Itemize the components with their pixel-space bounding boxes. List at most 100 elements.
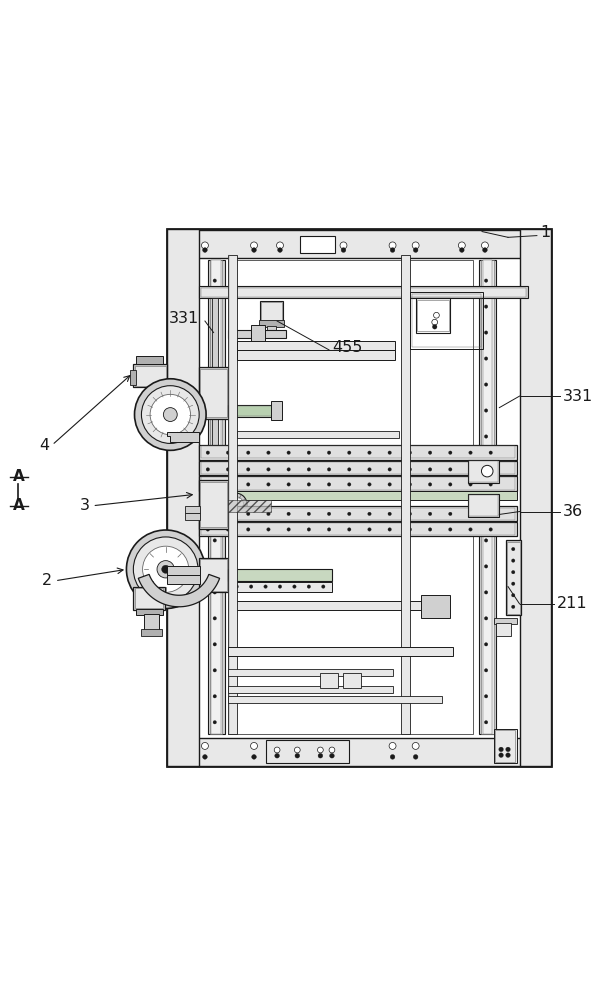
Circle shape (224, 493, 247, 516)
Circle shape (178, 742, 185, 749)
Circle shape (247, 483, 250, 486)
Bar (167, 575, 200, 584)
Text: 331: 331 (169, 311, 199, 326)
Circle shape (347, 468, 351, 471)
Text: 211: 211 (557, 596, 588, 611)
Circle shape (449, 483, 452, 486)
Polygon shape (167, 432, 198, 442)
Circle shape (499, 753, 504, 757)
Bar (144, 614, 159, 630)
Bar (210, 260, 222, 734)
Circle shape (341, 755, 346, 759)
Circle shape (213, 669, 216, 672)
Bar (483, 260, 492, 734)
Circle shape (203, 248, 207, 252)
Bar (321, 673, 338, 688)
Bar (271, 401, 282, 420)
Bar (415, 298, 451, 333)
Circle shape (414, 755, 418, 759)
Circle shape (511, 559, 515, 562)
Circle shape (511, 605, 515, 609)
Circle shape (485, 721, 488, 724)
Circle shape (201, 242, 209, 249)
Circle shape (307, 528, 311, 531)
Text: 3: 3 (79, 498, 89, 513)
Circle shape (213, 643, 216, 646)
Bar (259, 320, 284, 327)
Circle shape (250, 242, 257, 249)
Circle shape (213, 513, 216, 516)
Circle shape (278, 248, 283, 252)
Circle shape (485, 383, 488, 386)
Circle shape (317, 242, 324, 249)
Circle shape (141, 386, 199, 443)
Bar (201, 523, 515, 535)
Circle shape (469, 483, 472, 486)
Circle shape (429, 512, 432, 516)
Bar (199, 286, 528, 298)
Bar (212, 298, 218, 471)
Circle shape (327, 483, 331, 486)
Bar (201, 477, 515, 490)
Circle shape (226, 468, 230, 471)
Bar (228, 601, 448, 610)
Circle shape (388, 451, 392, 454)
Bar (495, 730, 515, 762)
Bar (228, 255, 237, 734)
Bar (167, 230, 551, 258)
Circle shape (213, 617, 216, 620)
Circle shape (485, 669, 488, 672)
Circle shape (449, 512, 452, 516)
Text: 455: 455 (332, 340, 362, 355)
Circle shape (485, 539, 488, 542)
Bar (201, 508, 515, 520)
Bar (266, 740, 349, 763)
Bar (167, 566, 200, 575)
Circle shape (432, 319, 437, 325)
Circle shape (213, 591, 216, 594)
Bar (199, 445, 517, 460)
Bar (198, 480, 229, 529)
Bar (201, 446, 515, 458)
Circle shape (213, 461, 216, 464)
Circle shape (483, 248, 488, 252)
Circle shape (213, 721, 216, 724)
Circle shape (213, 435, 216, 438)
Circle shape (206, 468, 210, 471)
Circle shape (150, 394, 191, 435)
Bar (417, 300, 449, 331)
Circle shape (389, 742, 396, 749)
Circle shape (469, 468, 472, 471)
Circle shape (489, 483, 492, 486)
Circle shape (340, 742, 347, 749)
Bar (135, 588, 163, 608)
Circle shape (388, 512, 392, 516)
Circle shape (157, 561, 175, 578)
Circle shape (485, 591, 488, 594)
Bar (228, 330, 285, 338)
Circle shape (162, 565, 170, 573)
Bar (228, 669, 393, 676)
Circle shape (293, 585, 296, 588)
Circle shape (267, 528, 270, 531)
Circle shape (408, 468, 412, 471)
Circle shape (489, 512, 492, 516)
Circle shape (408, 483, 412, 486)
Circle shape (506, 747, 510, 752)
Circle shape (482, 465, 493, 477)
Circle shape (322, 585, 325, 588)
Circle shape (469, 512, 472, 516)
Text: A: A (13, 469, 24, 484)
Circle shape (460, 248, 464, 252)
Circle shape (179, 248, 184, 252)
Circle shape (274, 747, 280, 753)
Bar (199, 461, 517, 475)
Circle shape (511, 582, 515, 585)
Text: 2: 2 (42, 573, 52, 588)
Bar (493, 618, 517, 624)
Circle shape (295, 753, 300, 758)
Circle shape (327, 512, 331, 516)
Circle shape (318, 755, 322, 759)
Circle shape (506, 753, 510, 757)
Circle shape (203, 755, 207, 759)
